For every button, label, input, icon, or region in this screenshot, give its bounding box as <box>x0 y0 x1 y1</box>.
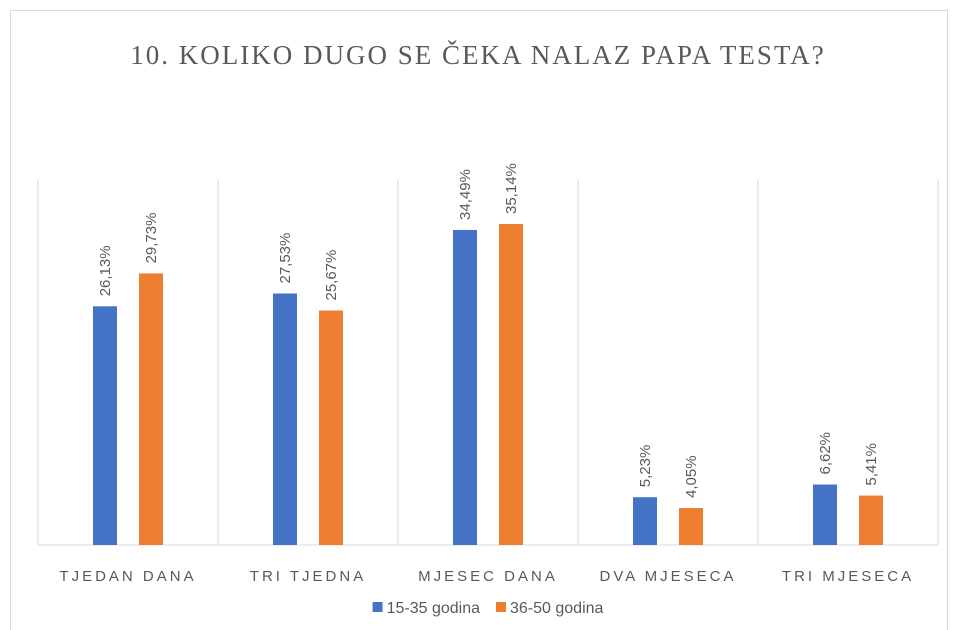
data-label: 27,53% <box>277 233 294 284</box>
data-label: 5,23% <box>637 445 654 488</box>
chart-frame <box>10 10 948 630</box>
data-label: 35,14% <box>503 163 520 214</box>
bar <box>633 497 657 545</box>
legend-label: 36-50 godina <box>510 600 604 617</box>
data-label: 6,62% <box>817 432 834 475</box>
bar <box>499 224 523 545</box>
legend-swatch <box>372 602 383 612</box>
data-label: 26,13% <box>97 245 114 296</box>
bar <box>679 508 703 545</box>
data-label: 29,73% <box>143 213 160 264</box>
x-tick-label: TRI MJESECA <box>782 568 914 585</box>
data-label: 25,67% <box>323 250 340 301</box>
data-label: 4,05% <box>683 455 700 498</box>
bar <box>139 273 163 545</box>
bar <box>813 484 837 545</box>
x-tick-label: TRI TJEDNA <box>250 568 366 585</box>
bar <box>319 310 343 545</box>
x-tick-label: MJESEC DANA <box>418 568 558 585</box>
data-label: 34,49% <box>457 169 474 220</box>
bar <box>453 229 477 545</box>
bar <box>859 495 883 545</box>
data-label: 5,41% <box>863 443 880 486</box>
x-tick-label: DVA MJESECA <box>600 568 737 585</box>
legend-swatch <box>496 602 506 612</box>
bar <box>273 293 297 545</box>
bar <box>93 306 117 545</box>
x-tick-label: TJEDAN DANA <box>59 568 196 585</box>
chart-title: 10. KOLIKO DUGO SE ČEKA NALAZ PAPA TESTA… <box>130 40 826 70</box>
legend-label: 15-35 godina <box>387 600 481 617</box>
